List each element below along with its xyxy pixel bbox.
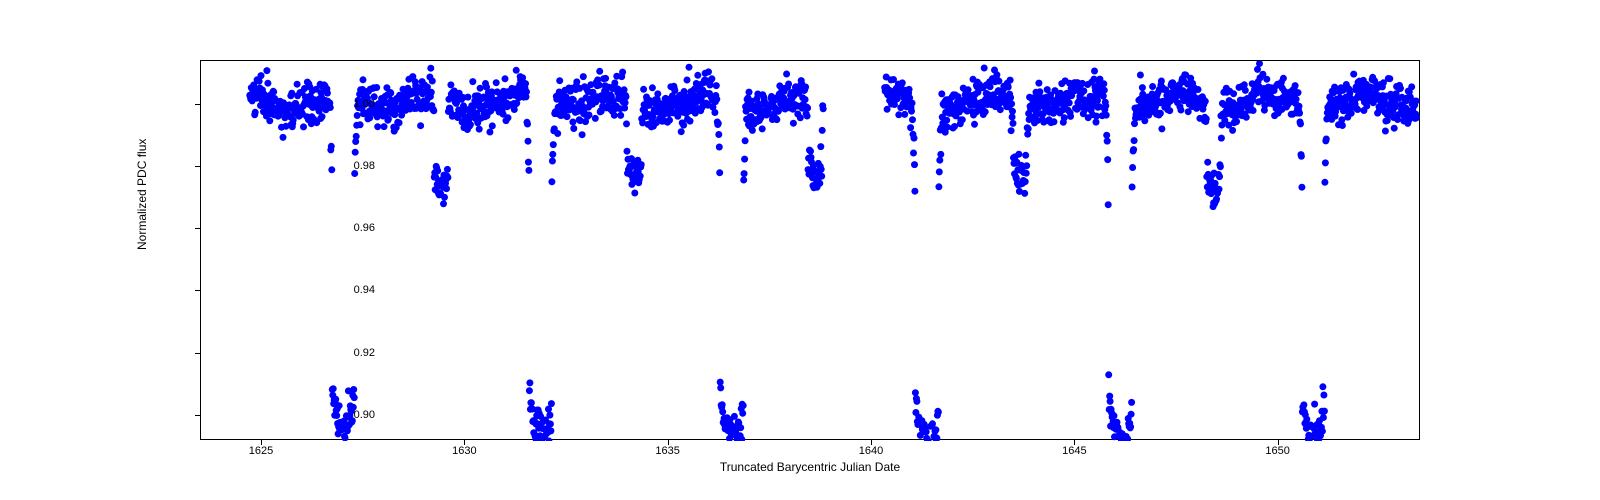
plot-area [200,60,1420,440]
x-axis-label: Truncated Barycentric Julian Date [720,460,900,474]
x-tick-label: 1625 [249,445,273,457]
x-tick-label: 1645 [1062,445,1086,457]
y-tick-label: 0.98 [354,160,375,172]
y-tick-label: 0.92 [354,347,375,359]
y-tick-label: 0.90 [354,409,375,421]
y-tick-label: 1.00 [354,98,375,110]
x-tick-label: 1640 [859,445,883,457]
light-curve-chart [200,60,1420,440]
x-tick-label: 1630 [452,445,476,457]
scatter-plot [201,61,1421,441]
y-tick-label: 0.94 [354,284,375,296]
x-tick-label: 1635 [655,445,679,457]
x-tick-label: 1650 [1265,445,1289,457]
y-axis-label: Normalized PDC flux [135,139,149,250]
y-tick-label: 0.96 [354,222,375,234]
